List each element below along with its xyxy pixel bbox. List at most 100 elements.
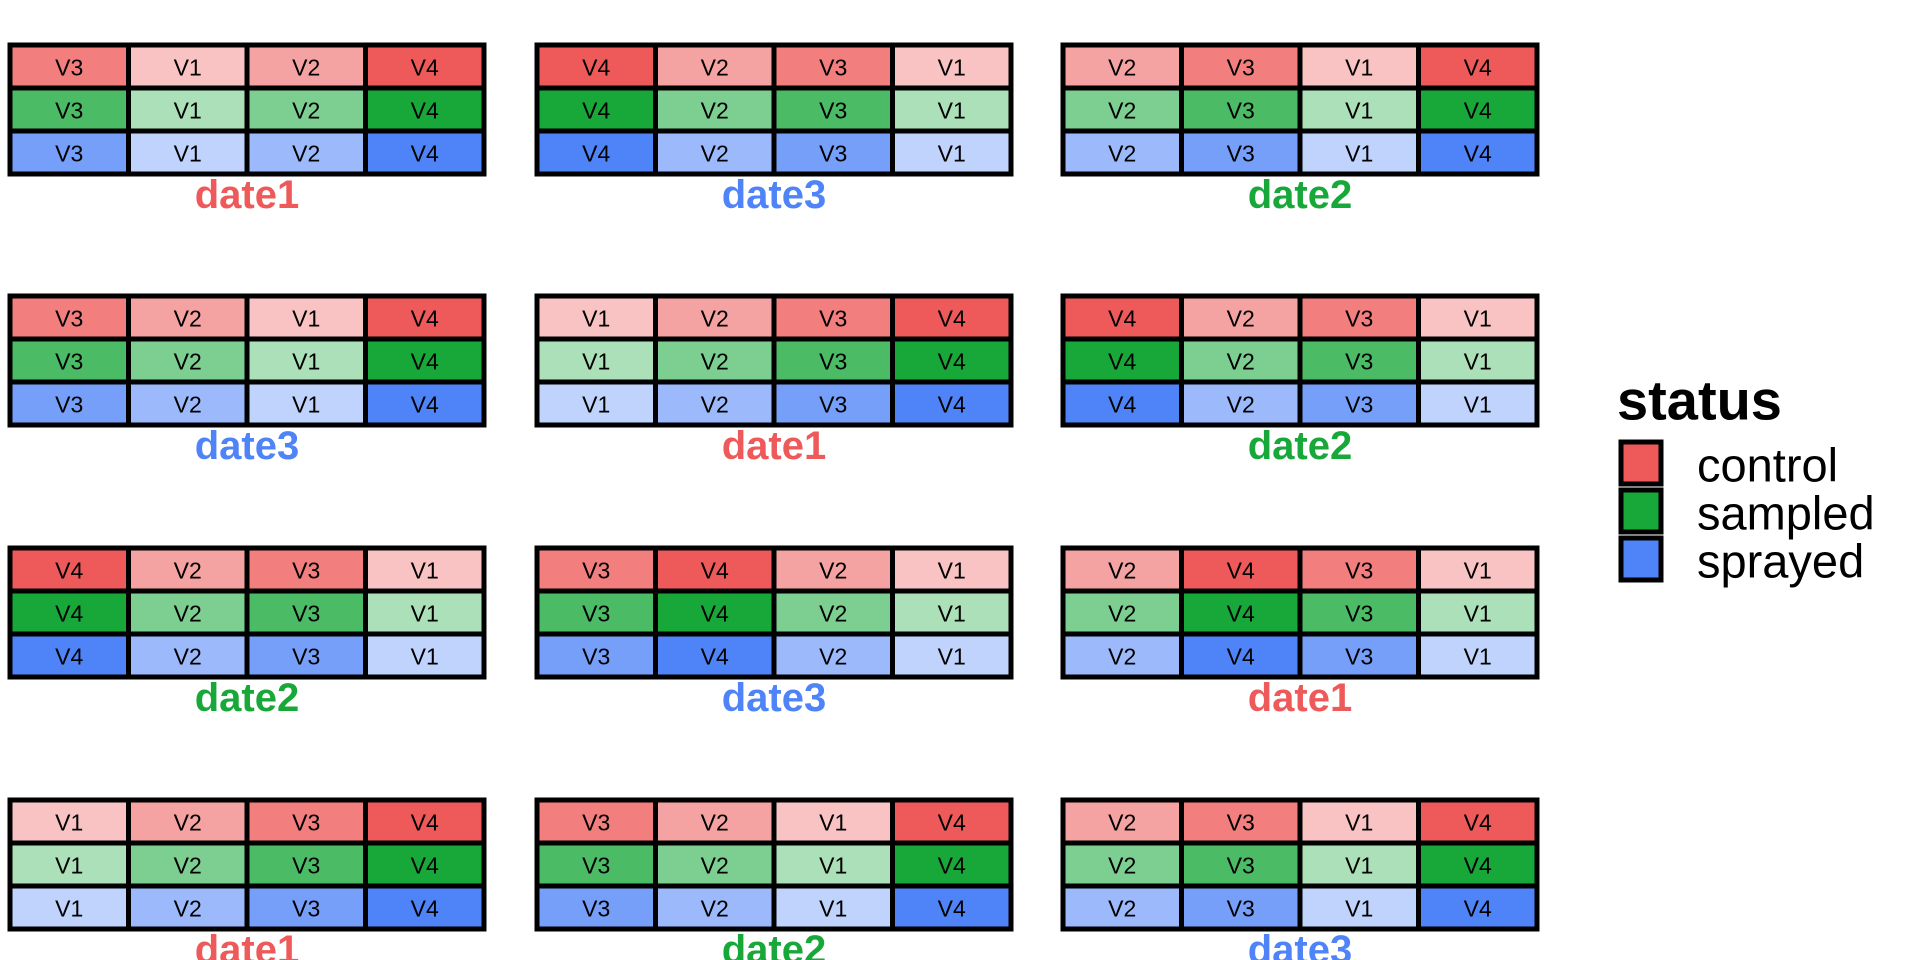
- plot-cell: [774, 591, 893, 634]
- plot-cell: [1418, 591, 1537, 634]
- plot-cell: [1300, 296, 1419, 339]
- plot-cell: [537, 843, 656, 886]
- cell-label: V4: [411, 141, 439, 167]
- legend-key: [1618, 535, 1664, 583]
- plot-cell: [128, 843, 247, 886]
- plot-cell: [655, 296, 774, 339]
- plot-cell: [1063, 591, 1182, 634]
- plot-cell: [774, 88, 893, 131]
- plot-cell: [1300, 45, 1419, 88]
- cell-label: V3: [292, 853, 320, 879]
- plot-cell: [365, 591, 484, 634]
- cell-label: V1: [582, 349, 610, 375]
- cell-label: V2: [1108, 853, 1136, 879]
- plot-border: [890, 883, 1014, 932]
- plot-cell: [10, 843, 129, 886]
- cell-label: V3: [1345, 558, 1373, 584]
- cell-label: V1: [292, 349, 320, 375]
- cell-label: V4: [701, 558, 729, 584]
- cell-label: V1: [1345, 98, 1373, 124]
- cell-label: V1: [292, 306, 320, 332]
- plot-cell: [1063, 886, 1182, 929]
- plot-cell: [537, 131, 656, 174]
- plot-cell: [892, 634, 1011, 677]
- plot-cell: [655, 548, 774, 591]
- plot-cell: [128, 886, 247, 929]
- plot-cell: [1300, 131, 1419, 174]
- plot-cell: [1418, 886, 1537, 929]
- cell-label: V2: [174, 349, 202, 375]
- plot-cell: [365, 339, 484, 382]
- plot-cell: [1418, 88, 1537, 131]
- plot-cell: [247, 800, 366, 843]
- plot-background: [365, 591, 484, 634]
- plot-cell: [1181, 548, 1300, 591]
- cell-label: V3: [292, 810, 320, 836]
- plot-cell: [10, 88, 129, 131]
- plot-cell: [1063, 843, 1182, 886]
- plot-cell: [1418, 548, 1537, 591]
- cell-label: V4: [701, 644, 729, 670]
- plot-cell: [892, 800, 1011, 843]
- cell-label: V3: [819, 392, 847, 418]
- plot-cell: [365, 800, 484, 843]
- cell-label: V2: [1108, 98, 1136, 124]
- plot-background: [365, 634, 484, 677]
- plot-border: [1416, 379, 1540, 428]
- plot-cell: [10, 591, 129, 634]
- cell-label: V3: [582, 601, 610, 627]
- plot-cell: [537, 634, 656, 677]
- plot-border: [1416, 128, 1540, 177]
- plot-cell: [1300, 548, 1419, 591]
- plot-cell: [774, 131, 893, 174]
- legend-title: status: [1617, 369, 1782, 432]
- cell-label: V3: [55, 306, 83, 332]
- cell-label: V1: [819, 810, 847, 836]
- plot-background: [1418, 339, 1537, 382]
- date-label: date3: [722, 676, 827, 720]
- cell-label: V3: [1227, 98, 1255, 124]
- plot-cell: [365, 296, 484, 339]
- plot-border: [1416, 883, 1540, 932]
- cell-label: V2: [819, 558, 847, 584]
- plot-cell: [655, 45, 774, 88]
- cell-label: V2: [174, 896, 202, 922]
- plot-background: [892, 548, 1011, 591]
- cell-label: V3: [582, 853, 610, 879]
- date-label: date1: [1248, 676, 1353, 720]
- plot-background: [1418, 296, 1537, 339]
- plot-background: [892, 591, 1011, 634]
- plot-background: [1300, 843, 1419, 886]
- plot-cell: [537, 591, 656, 634]
- legend-label: sampled: [1697, 487, 1875, 540]
- plot-cell: [537, 339, 656, 382]
- plot-cell: [10, 382, 129, 425]
- cell-label: V3: [582, 558, 610, 584]
- plot-background: [774, 800, 893, 843]
- plot-cell: [1181, 634, 1300, 677]
- plot-cell: [655, 591, 774, 634]
- plot-cell: [1181, 382, 1300, 425]
- cell-label: V4: [582, 98, 610, 124]
- cell-label: V2: [1108, 644, 1136, 670]
- cell-label: V3: [1227, 55, 1255, 81]
- plot-cell: [892, 843, 1011, 886]
- cell-label: V3: [1227, 810, 1255, 836]
- cell-label: V1: [55, 810, 83, 836]
- plot-cell: [1300, 88, 1419, 131]
- cell-label: V3: [55, 141, 83, 167]
- cell-label: V3: [292, 644, 320, 670]
- plot-cell: [774, 886, 893, 929]
- plot-cell: [537, 382, 656, 425]
- plot-cell: [10, 800, 129, 843]
- plot-cell: [774, 843, 893, 886]
- cell-label: V2: [174, 644, 202, 670]
- cell-label: V4: [55, 558, 83, 584]
- plot-cell: [655, 131, 774, 174]
- plot-cell: [1063, 131, 1182, 174]
- plot-cell: [1418, 131, 1537, 174]
- cell-label: V1: [1464, 349, 1492, 375]
- cell-label: V4: [1464, 141, 1492, 167]
- cell-label: V2: [1108, 601, 1136, 627]
- cell-label: V1: [1345, 55, 1373, 81]
